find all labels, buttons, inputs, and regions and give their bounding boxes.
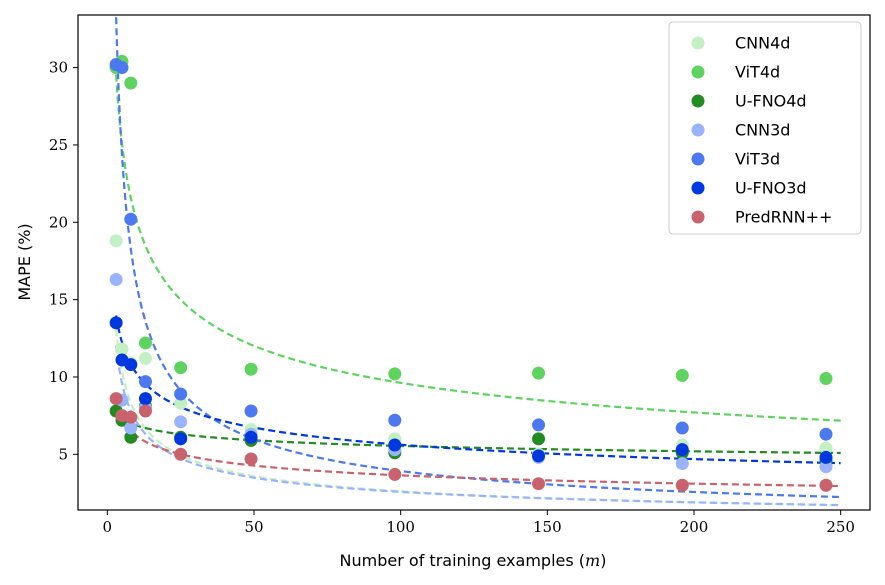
x-tick-label-200: 200: [680, 518, 709, 536]
point-vit3d-7: [532, 418, 546, 432]
x-tick-label-100: 100: [386, 518, 415, 536]
legend-label-vit3d: ViT3d: [735, 150, 780, 169]
y-tick-label-25: 25: [49, 136, 68, 154]
legend-marker-u-fno3d: [691, 181, 705, 195]
point-u-fno3d-0: [109, 316, 123, 330]
plot-frame: [77, 14, 871, 511]
point-cnn3d-0: [109, 273, 123, 287]
point-u-fno3d-7: [532, 449, 546, 463]
point-vit4d-4: [174, 361, 188, 375]
legend-marker-cnn3d: [691, 123, 705, 137]
point-predrnn-2: [124, 410, 138, 424]
legend-label-cnn3d: CNN3d: [735, 121, 790, 140]
fit-curves: [115, 17, 841, 507]
legend-marker-vit4d: [691, 65, 705, 79]
x-axis-label: Number of training examples (m): [340, 551, 607, 570]
y-tick-label-5: 5: [58, 445, 68, 463]
x-axis-label-suffix: ): [600, 551, 606, 570]
point-predrnn-3: [138, 404, 152, 418]
y-tick-label-10: 10: [49, 368, 68, 386]
point-vit4d-2: [124, 76, 138, 90]
legend: CNN4d ViT4d U-FNO4d CNN3d ViT3d U-FNO3d PredRN…: [668, 21, 862, 235]
point-vit4d-5: [244, 362, 258, 376]
point-predrnn-7: [532, 477, 546, 491]
point-cnn3d-8: [675, 457, 689, 471]
point-predrnn-8: [675, 478, 689, 492]
point-u-fno4d-7: [532, 432, 546, 446]
legend-marker-vit3d: [691, 152, 705, 166]
point-predrnn-4: [174, 447, 188, 461]
point-vit3d-8: [675, 421, 689, 435]
point-cnn3d-4: [174, 415, 188, 429]
x-tick-label-150: 150: [533, 518, 562, 536]
point-u-fno3d-3: [138, 392, 152, 406]
point-vit4d-7: [532, 366, 546, 380]
legend-label-vit4d: ViT4d: [735, 63, 780, 82]
point-vit4d-3: [138, 336, 152, 350]
point-vit3d-4: [174, 387, 188, 401]
point-cnn4d-1: [115, 342, 129, 356]
fit-line-predrnn: [115, 405, 841, 488]
data-points: [109, 54, 833, 492]
legend-label-predrnn: PredRNN++: [735, 208, 832, 227]
point-cnn4d-3: [138, 351, 152, 365]
svg-text:Number of training examples (m: Number of training examples (m): [340, 551, 607, 570]
x-axis-label-variable: m: [585, 551, 600, 570]
fit-line-cnn3d: [115, 345, 841, 507]
point-cnn4d-4: [174, 396, 188, 410]
point-vit3d-6: [388, 413, 402, 427]
point-predrnn-6: [388, 467, 402, 481]
point-u-fno3d-2: [124, 358, 138, 372]
point-u-fno3d-8: [675, 443, 689, 457]
fit-line-cnn4d: [115, 329, 841, 507]
fit-line-vit3d: [115, 17, 841, 499]
legend-label-u-fno3d: U-FNO3d: [735, 179, 807, 198]
point-predrnn-0: [109, 392, 123, 406]
legend-label-u-fno4d: U-FNO4d: [735, 92, 807, 111]
fit-line-vit4d: [115, 74, 841, 422]
point-cnn3d-9: [819, 460, 833, 474]
y-tick-label-20: 20: [49, 213, 68, 231]
point-vit3d-1: [115, 61, 129, 75]
point-vit3d-5: [244, 404, 258, 418]
x-tick-label-50: 50: [244, 518, 263, 536]
point-cnn3d-2: [124, 421, 138, 435]
point-vit4d-8: [675, 368, 689, 382]
point-vit4d-9: [819, 372, 833, 386]
point-vit3d-2: [124, 212, 138, 226]
y-tick-label-15: 15: [49, 291, 68, 309]
y-axis-label: MAPE (%): [15, 223, 34, 300]
point-u-fno3d-6: [388, 438, 402, 452]
point-u-fno4d-2: [124, 430, 138, 444]
legend-marker-u-fno4d: [691, 94, 705, 108]
legend-label-cnn4d: CNN4d: [735, 34, 790, 53]
point-u-fno3d-4: [174, 432, 188, 446]
y-tick-label-30: 30: [49, 59, 68, 77]
legend-marker-predrnn: [691, 210, 705, 224]
point-u-fno3d-9: [819, 450, 833, 464]
point-cnn4d-0: [109, 234, 123, 248]
point-vit3d-3: [138, 375, 152, 389]
fit-line-u-fno4d: [115, 412, 841, 455]
point-vit3d-9: [819, 427, 833, 441]
point-u-fno3d-5: [244, 430, 258, 444]
fit-line-u-fno3d: [115, 315, 841, 465]
x-axis-label-prefix: Number of training examples (: [340, 551, 585, 570]
point-predrnn-5: [244, 452, 258, 466]
point-cnn4d-9: [819, 441, 833, 455]
x-tick-label-250: 250: [826, 518, 855, 536]
point-predrnn-9: [819, 478, 833, 492]
point-vit4d-6: [388, 367, 402, 381]
x-tick-label-0: 0: [103, 518, 113, 536]
legend-marker-cnn4d: [691, 36, 705, 50]
axis-ticks: 0 50 100 150 200 250 5 10 15 20 25 30: [49, 59, 855, 536]
legend-frame: [668, 21, 862, 235]
